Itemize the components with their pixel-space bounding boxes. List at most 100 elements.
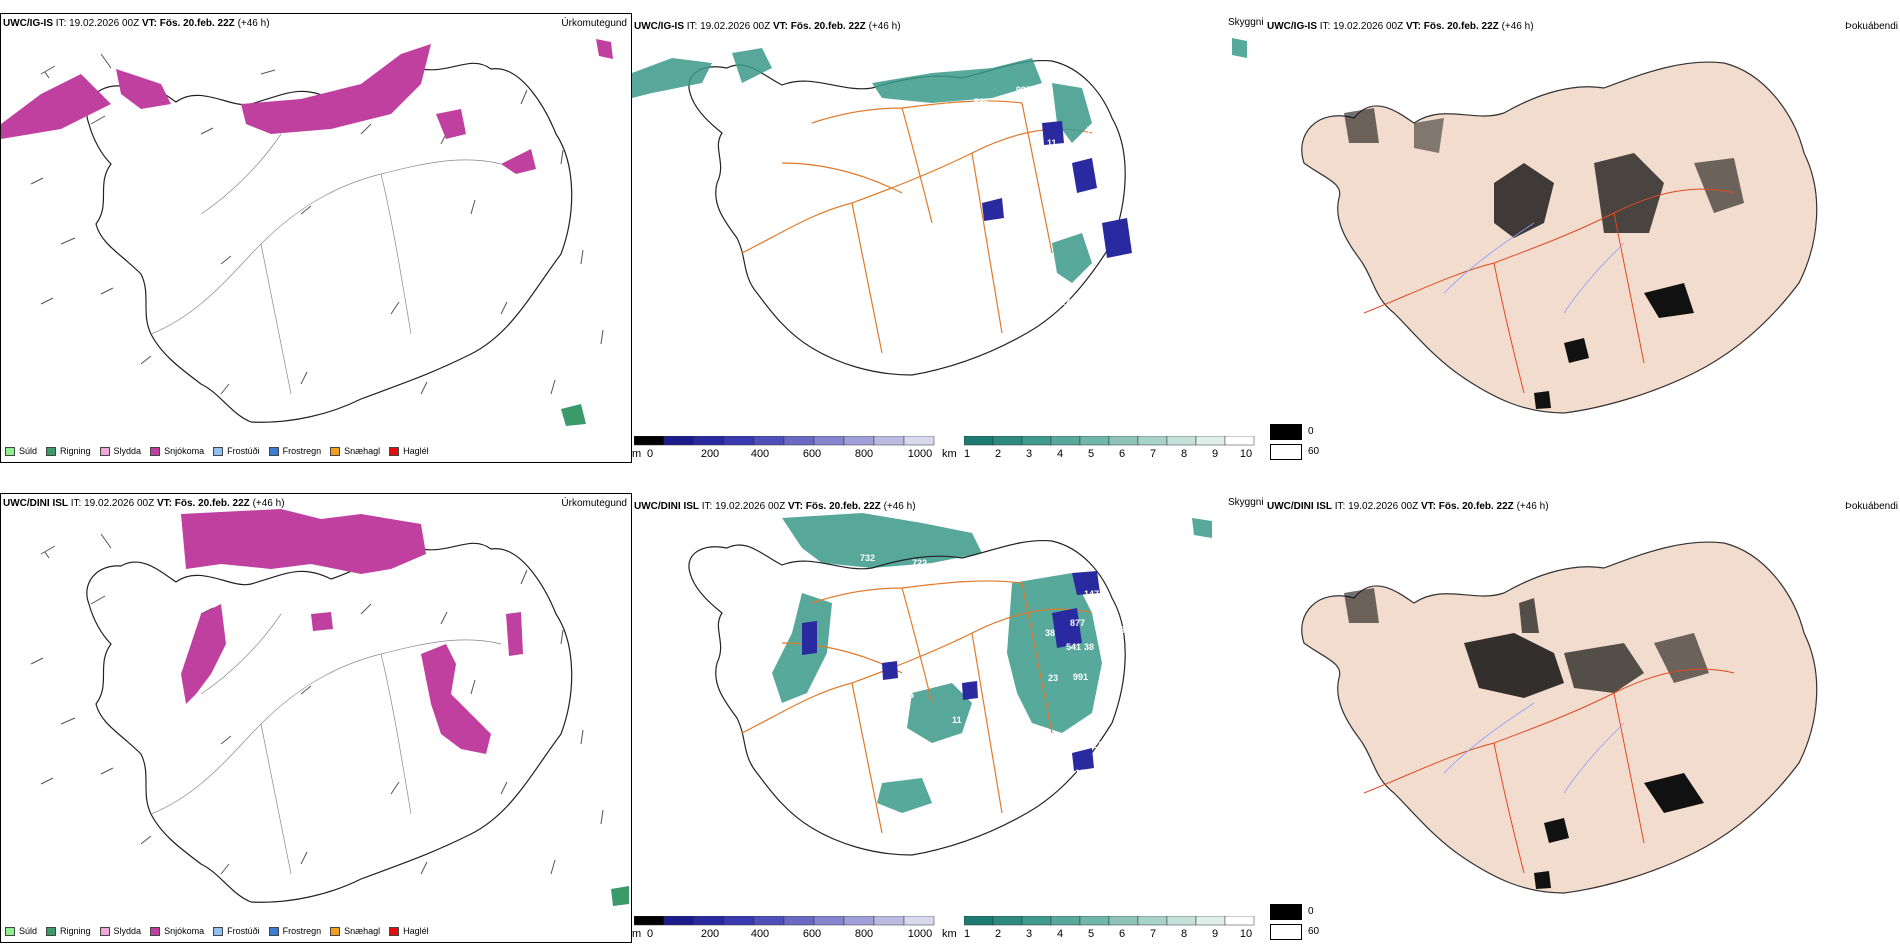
legend-item: Rigning: [46, 926, 91, 936]
map-value-label: 158: [1110, 625, 1125, 635]
fog-swatch-0: [1270, 904, 1302, 920]
precip-type-legend: Súld Rigning Slydda Snjókoma Frostúði Fr…: [5, 926, 429, 936]
map-value-label: 541: [1066, 642, 1081, 652]
legend-swatch: [99, 926, 110, 936]
panel-name: Úrkomutegund: [561, 18, 627, 29]
visibility-tick: 6: [1118, 928, 1126, 940]
roads: [741, 100, 1093, 354]
colorbar-swatch: [693, 916, 725, 926]
precip-type-legend: Súld Rigning Slydda Snjókoma Frostúði Fr…: [5, 446, 429, 456]
panel-title: UWC/IG-IS IT: 19.02.2026 00Z VT: Fös. 20…: [634, 21, 901, 32]
colorbar-swatch: [634, 436, 665, 446]
precip-type-panel-row1: UWC/IG-IS IT: 19.02.2026 00Z VT: Fös. 20…: [0, 13, 632, 463]
fog-panel-row2: UWC/DINI ISL IT: 19.02.2026 00Z VT: Fös.…: [1264, 493, 1900, 943]
ceiling-tick: 800: [854, 448, 874, 460]
map-value-labels: 292 90 39 558 586 277 995 515 538 90 72 …: [732, 83, 1132, 307]
visibility-tick: 4: [1056, 928, 1064, 940]
colorbar-swatch: [1108, 916, 1139, 926]
fog-swatch-60: [1270, 924, 1302, 940]
ceiling-tick: 200: [700, 928, 720, 940]
legend-item: Frostregn: [268, 926, 321, 936]
legend-swatch: [330, 926, 341, 936]
map-value-label: 277: [1027, 102, 1042, 112]
fog-indicator-dark: [1344, 588, 1709, 889]
visibility-tick: 9: [1211, 448, 1219, 460]
map-value-label: 995: [1016, 85, 1031, 95]
panel-title: UWC/IG-IS IT: 19.02.2026 00Z VT: Fös. 20…: [1267, 21, 1534, 32]
visibility-tick: 5: [1087, 928, 1095, 940]
map-value-labels: 732 722 566 807 301 701 147 502 871 877 …: [824, 553, 1125, 785]
map-value-label: 19: [1075, 768, 1085, 778]
legend-item: Snæhagl: [330, 926, 380, 936]
map-value-label: 538: [997, 115, 1012, 125]
roads: [741, 580, 1093, 834]
iceland-outline: [688, 59, 1126, 376]
colorbar-swatch: [753, 916, 785, 926]
legend-swatch: [213, 926, 224, 936]
colorbar-swatch: [693, 436, 725, 446]
visibility-tick: 10: [1239, 448, 1253, 460]
map-value-label: 871: [1095, 604, 1110, 614]
visibility-colorbar: km 1 2 3 4 5 6 7 8 9 10: [942, 916, 1262, 946]
map-value-label: 11: [1108, 270, 1118, 280]
fog-indicator-dark: [1344, 108, 1744, 409]
legend-swatch: [5, 446, 15, 456]
legend-item: Slydda: [99, 926, 141, 936]
colorbar-swatch: [663, 436, 695, 446]
colorbar-swatch: [843, 916, 875, 926]
map-value-label: 11: [1122, 258, 1132, 268]
colorbar-swatch: [1050, 436, 1081, 446]
map-value-label: 219: [1093, 740, 1108, 750]
ceiling-tick: 400: [750, 928, 770, 940]
map-value-label: 991: [1073, 672, 1088, 682]
colorbar-swatch: [783, 436, 815, 446]
fog-map: [1301, 61, 1818, 414]
legend-item: Súld: [5, 446, 37, 456]
visibility-tick: 6: [1118, 448, 1126, 460]
roads: [150, 133, 502, 395]
ceiling-tick: 600: [802, 928, 822, 940]
colorbar-swatch: [1166, 436, 1197, 446]
map-value-label: 8: [1057, 165, 1062, 175]
visibility-unit: km: [942, 928, 957, 940]
panel-name: Þokuábendi: [1845, 21, 1898, 32]
visibility-tick: 5: [1087, 448, 1095, 460]
cloud-visibility-map: 732 722 566 807 301 701 147 502 871 877 …: [688, 513, 1212, 856]
map-value-label: 278: [1069, 143, 1084, 153]
rivers: [1443, 222, 1625, 314]
fog-label-0: 0: [1308, 906, 1314, 917]
panel-title: UWC/DINI ISL IT: 19.02.2026 00Z VT: Fös.…: [1267, 501, 1549, 512]
visibility-tick: 10: [1239, 928, 1253, 940]
legend-item: Snæhagl: [330, 446, 380, 456]
map-value-label: 23: [1048, 673, 1058, 683]
cloud-visibility-map: 292 90 39 558 586 277 995 515 538 90 72 …: [632, 38, 1247, 376]
legend-item: Haglél: [389, 926, 429, 936]
colorbar-swatch: [903, 436, 935, 446]
legend-item: Rigning: [46, 446, 91, 456]
snow-areas: [181, 509, 523, 754]
colorbar-swatch: [873, 916, 905, 926]
colorbar-swatch: [634, 916, 665, 926]
visibility-unit: km: [942, 448, 957, 460]
fog-swatch-60: [1270, 444, 1302, 460]
legend-swatch: [99, 446, 110, 456]
visibility-colorbar-swatches: [964, 916, 1255, 926]
map-value-label: 18: [962, 237, 972, 247]
ceiling-tick: 200: [700, 448, 720, 460]
low-ceiling-areas: [802, 571, 1100, 771]
ceiling-tick: 1000: [907, 928, 933, 940]
ceiling-tick: 1000: [907, 448, 933, 460]
colorbar-swatch: [1137, 436, 1168, 446]
visibility-tick: 2: [994, 928, 1002, 940]
visibility-tick: 4: [1056, 448, 1064, 460]
map-value-label: 146: [1098, 195, 1113, 205]
visibility-tick: 9: [1211, 928, 1219, 940]
colorbar-swatch: [1166, 916, 1197, 926]
colorbar-swatch: [903, 916, 935, 926]
rivers: [1443, 702, 1625, 794]
ceiling-unit: m: [632, 928, 642, 940]
legend-item: Frostúði: [213, 926, 260, 936]
map-value-label: 90: [757, 93, 767, 103]
low-visibility-areas: [772, 513, 1212, 813]
low-ceiling-areas: [982, 121, 1132, 258]
